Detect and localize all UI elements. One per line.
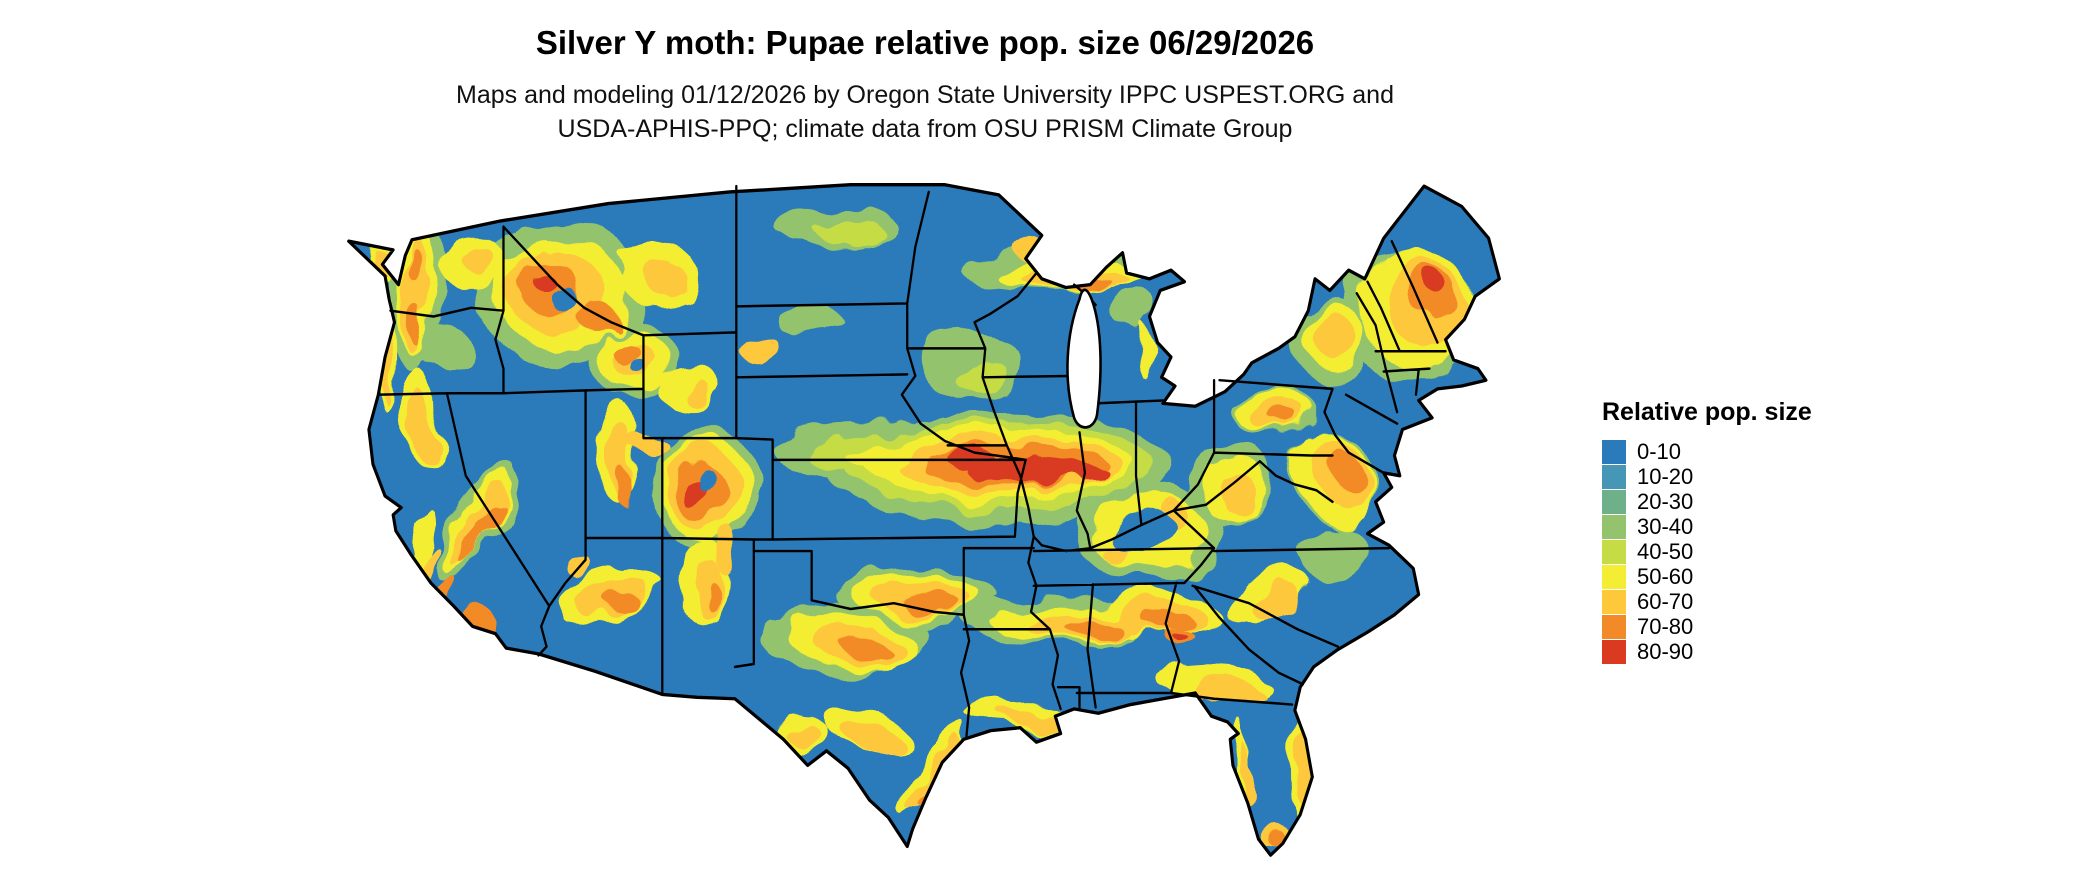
- legend-label: 10-20: [1637, 463, 1694, 489]
- legend-swatch: [1602, 489, 1626, 514]
- us-map: [347, 183, 1501, 857]
- legend-item: 60-70: [1602, 589, 1812, 614]
- legend-label: 70-80: [1637, 613, 1694, 639]
- legend-label: 50-60: [1637, 563, 1694, 589]
- legend-swatch: [1602, 439, 1626, 464]
- legend-label: 40-50: [1637, 538, 1694, 564]
- legend-item: 0-10: [1602, 439, 1812, 464]
- state-borders: [377, 184, 1447, 738]
- lake-michigan: [1066, 288, 1102, 429]
- legend-label: 30-40: [1637, 513, 1694, 539]
- legend-item: 10-20: [1602, 464, 1812, 489]
- legend-item: 70-80: [1602, 614, 1812, 639]
- page-subtitle: Maps and modeling 01/12/2026 by Oregon S…: [0, 78, 1850, 146]
- legend-label: 0-10: [1637, 438, 1682, 464]
- us-outline: [347, 183, 1501, 857]
- legend-swatch: [1602, 614, 1626, 639]
- page-title: Silver Y moth: Pupae relative pop. size …: [535, 24, 1315, 61]
- legend-title: Relative pop. size: [1602, 398, 1812, 426]
- legend-item: 50-60: [1602, 564, 1812, 589]
- legend-item: 80-90: [1602, 639, 1812, 664]
- header: Silver Y moth: Pupae relative pop. size …: [0, 0, 1850, 146]
- legend-swatch: [1602, 589, 1626, 614]
- legend-label: 60-70: [1637, 588, 1694, 614]
- legend-swatch: [1602, 539, 1626, 564]
- legend-item: 30-40: [1602, 514, 1812, 539]
- legend: Relative pop. size 0-10 10-20 20-30 30-4…: [1602, 398, 1812, 664]
- legend-item: 40-50: [1602, 539, 1812, 564]
- legend-label: 80-90: [1637, 638, 1694, 664]
- legend-swatch: [1602, 514, 1626, 539]
- legend-swatch: [1602, 464, 1626, 489]
- legend-swatch: [1602, 564, 1626, 589]
- legend-swatch: [1602, 639, 1626, 664]
- legend-label: 20-30: [1637, 488, 1694, 514]
- legend-item: 20-30: [1602, 489, 1812, 514]
- subtitle-line-1: Maps and modeling 01/12/2026 by Oregon S…: [456, 81, 1394, 109]
- subtitle-line-2: USDA-APHIS-PPQ; climate data from OSU PR…: [557, 115, 1293, 143]
